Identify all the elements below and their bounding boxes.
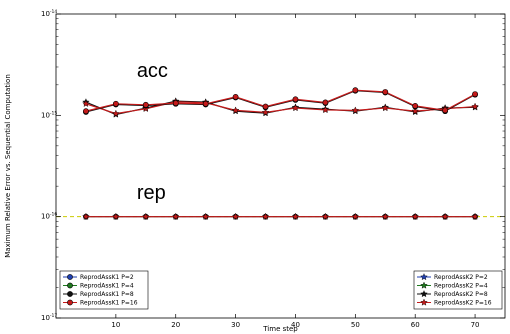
x-tick-label: 60: [411, 321, 420, 329]
data-point: [83, 108, 89, 115]
legend-entry: ReprodAssK2 P=16: [417, 298, 492, 307]
data-point: [82, 212, 90, 220]
legend-label: ReprodAssK2 P=16: [434, 300, 492, 307]
data-point: [441, 212, 449, 220]
y-tick-label: 10-15: [41, 110, 57, 119]
data-point: [411, 107, 419, 115]
data-point: [112, 212, 120, 220]
data-point: [321, 212, 330, 220]
legend-label: ReprodAssK2 P=8: [434, 291, 488, 298]
data-point: [382, 89, 389, 95]
legend-label: ReprodAssK2 P=4: [434, 283, 488, 290]
data-point: [291, 212, 300, 220]
y-tick-label: 10-16: [41, 212, 57, 221]
plot-frame: [55, 13, 506, 319]
x-tick-label: 30: [231, 321, 240, 329]
data-point: [261, 212, 270, 220]
data-point: [381, 104, 389, 112]
x-tick-label: 50: [351, 321, 360, 329]
legend-label: ReprodAssK1 P=4: [80, 283, 134, 290]
legend-swatch-marker: [67, 282, 73, 289]
series-1-acc: [82, 97, 479, 117]
data-point: [201, 212, 210, 220]
x-tick-label: 20: [171, 321, 180, 329]
legend-swatch-marker: [67, 299, 73, 306]
legend-swatch-marker: [420, 281, 428, 289]
legend-swatch-marker: [67, 291, 73, 297]
data-point: [142, 104, 150, 112]
data-point: [471, 212, 479, 220]
data-point: [471, 102, 479, 110]
data-point: [351, 106, 360, 114]
legend-entry: ReprodAssK1 P=16: [63, 300, 138, 307]
legend-swatch-marker: [420, 290, 428, 298]
data-point: [202, 100, 209, 107]
series-line: [85, 90, 476, 113]
data-point: [231, 106, 240, 114]
data-point: [261, 108, 270, 116]
x-axis-label: Time step: [262, 325, 298, 333]
data-point: [411, 212, 419, 220]
legend-swatch-marker: [420, 298, 428, 306]
data-point: [262, 103, 269, 110]
x-tick-label: 10: [111, 321, 120, 329]
data-point: [322, 99, 329, 106]
data-point: [172, 212, 180, 220]
data-point: [412, 102, 419, 109]
data-point: [292, 96, 299, 103]
series-3-acc: [83, 87, 478, 115]
legend-entry: ReprodAssK1 P=8: [63, 291, 134, 298]
data-point: [142, 212, 150, 220]
y-axis-label: Maximum Relative Error vs. Sequential Co…: [4, 74, 12, 258]
legend-entry: ReprodAssK2 P=2: [417, 273, 488, 281]
legend-label: ReprodAssK2 P=2: [434, 274, 488, 281]
legend-label: ReprodAssK1 P=16: [80, 300, 138, 307]
y-tick-label: 10-17: [41, 313, 57, 322]
legend-swatch-marker: [67, 274, 73, 280]
data-point: [232, 94, 239, 100]
legend-label: ReprodAssK1 P=8: [80, 291, 134, 298]
data-point: [291, 104, 300, 112]
data-point: [231, 212, 240, 220]
legend-label: ReprodAssK1 P=2: [80, 274, 134, 281]
x-tick-label: 70: [471, 321, 480, 329]
annotation-acc: acc: [137, 60, 168, 82]
data-point: [472, 91, 478, 98]
legend-swatch-marker: [420, 273, 428, 281]
data-point: [352, 87, 359, 94]
x-tick-label: 40: [291, 321, 300, 329]
legend-entry: ReprodAssK2 P=8: [417, 290, 488, 298]
data-point: [142, 101, 149, 108]
data-point: [82, 99, 90, 107]
data-point: [381, 212, 389, 220]
series-5-rep: [82, 212, 479, 220]
data-point: [112, 100, 119, 107]
y-tick-label: 10-14: [41, 9, 57, 18]
data-point: [442, 107, 449, 114]
legend-entry: ReprodAssK1 P=4: [63, 283, 134, 290]
data-point: [321, 106, 330, 114]
series-line: [85, 101, 476, 115]
data-point: [172, 100, 179, 107]
series-line: [85, 89, 476, 112]
data-point: [112, 109, 120, 117]
legend-entry: ReprodAssK1 P=2: [63, 274, 134, 281]
annotation-rep: rep: [137, 182, 166, 204]
data-point: [351, 212, 360, 220]
legend-entry: ReprodAssK2 P=4: [417, 281, 488, 290]
